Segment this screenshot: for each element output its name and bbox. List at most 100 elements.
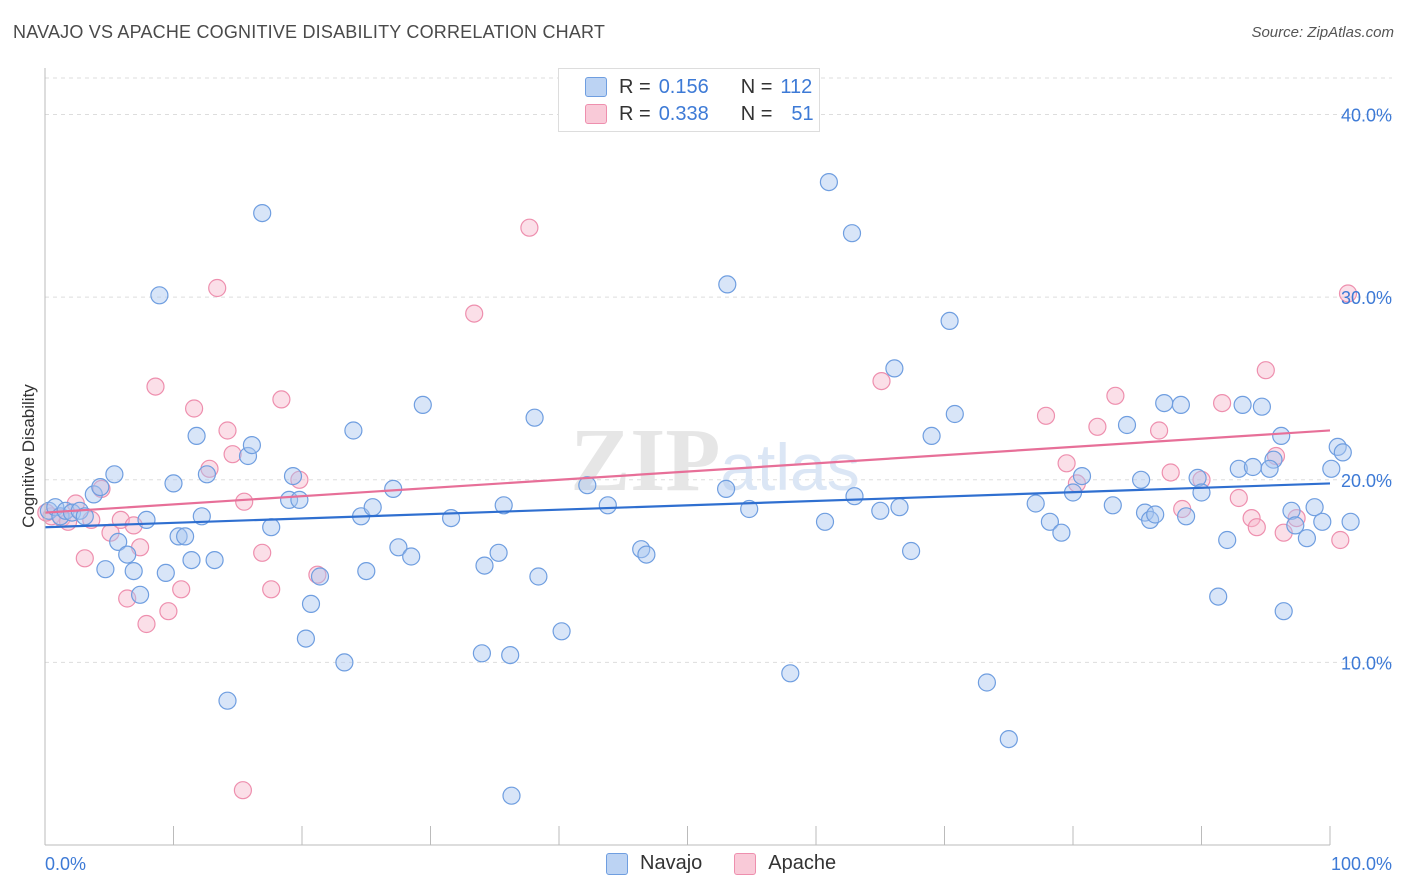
navajo-point [1103, 496, 1122, 515]
navajo-point [1026, 494, 1045, 513]
navajo-point [472, 644, 491, 663]
apache-point [465, 304, 484, 323]
apache-point [1338, 284, 1358, 303]
legend-row-apache: R = 0.338 N = 51 [585, 102, 814, 126]
navajo-point [118, 545, 137, 564]
navajo-point [1155, 394, 1174, 413]
y-tick-label: 10.0% [1341, 653, 1392, 673]
legend-r-value: 0.338 [658, 102, 709, 125]
navajo-point [1243, 457, 1263, 477]
navajo-point [922, 426, 941, 445]
navajo-point [176, 527, 195, 546]
navajo-point [197, 465, 216, 484]
apache-point [1331, 530, 1350, 550]
navajo-point [501, 645, 520, 665]
legend-r-label: R = [619, 75, 651, 98]
navajo-point [1286, 516, 1305, 535]
navajo-point [164, 474, 183, 493]
navajo-point [1264, 450, 1283, 469]
chart-title: NAVAJO VS APACHE COGNITIVE DISABILITY CO… [13, 22, 606, 42]
apache-point [253, 543, 272, 562]
apache-point [1161, 463, 1180, 482]
apache-point [75, 549, 94, 568]
navajo-point [156, 563, 175, 583]
apache-swatch [734, 852, 757, 875]
navajo-point [502, 786, 521, 805]
apache-swatch [585, 104, 607, 124]
navajo-point [740, 499, 759, 519]
apache-point [1057, 454, 1076, 473]
navajo-point [1333, 443, 1352, 462]
navajo-point [1188, 468, 1207, 487]
apache-point [308, 565, 327, 584]
y-tick-label: 30.0% [1341, 288, 1392, 308]
navajo-point [96, 560, 115, 579]
navajo-point [1341, 512, 1360, 531]
navajo-point [262, 518, 281, 537]
legend-row-navajo: R = 0.156 N = 112 [585, 75, 812, 99]
navajo-point [1328, 437, 1347, 456]
y-axis-label: Cognitive Disability [19, 384, 38, 528]
watermark: ZIPatlas [570, 411, 859, 510]
navajo-point [124, 561, 143, 581]
grid-layer [45, 77, 1392, 663]
navajo-point [475, 556, 494, 575]
navajo-point [296, 629, 315, 648]
navajo-point [940, 311, 959, 330]
navajo-point [1209, 587, 1228, 606]
navajo-point [1131, 470, 1151, 489]
legend-box: R = 0.156 N = 112 R = 0.338 N = 51 [558, 68, 820, 132]
navajo-point [1176, 507, 1196, 526]
legend-n-value: 51 [791, 102, 814, 125]
navajo-point [290, 490, 309, 509]
y-tick-label: 40.0% [1341, 106, 1392, 126]
navajo-point [413, 395, 432, 414]
apache-point [159, 602, 178, 621]
navajo-point [344, 421, 363, 440]
navajo-point [182, 550, 201, 570]
navajo-point [131, 585, 150, 604]
apache-point [1256, 361, 1275, 380]
bottom-legend-label: Navajo [640, 852, 703, 874]
navajo-point [1052, 523, 1071, 542]
navajo-point [1260, 459, 1279, 478]
navajo-point [205, 550, 224, 570]
navajo-point [357, 561, 376, 581]
axis-layer: 10.0% 20.0% 30.0% 40.0% 0.0% 100.0% [44, 68, 1392, 874]
navajo-point [1117, 415, 1137, 435]
apache-point [172, 580, 191, 599]
navajo-point [238, 446, 258, 466]
navajo-point [389, 538, 408, 557]
apache-point [520, 218, 539, 237]
navajo-point [632, 540, 651, 559]
navajo-point [1233, 395, 1252, 414]
navajo-point [489, 543, 508, 562]
legend-n-label: N = [740, 75, 773, 98]
navajo-point [637, 545, 656, 564]
navajo-point [335, 653, 354, 672]
apache-point [208, 278, 227, 298]
navajo-point [150, 286, 169, 305]
legend-n-label: N = [740, 102, 773, 125]
navajo-point [1229, 459, 1248, 478]
navajo-point [1072, 467, 1092, 486]
trend-layer [44, 429, 1331, 529]
navajo-swatch [585, 77, 607, 97]
navajo-point [977, 673, 997, 692]
apache-point [185, 399, 204, 418]
navajo-point [598, 496, 617, 515]
navajo-point [310, 567, 330, 586]
navajo-point [552, 622, 571, 641]
navajo-point [1252, 397, 1272, 416]
navajo-point [109, 532, 128, 552]
apache-point [1036, 406, 1056, 425]
navajo-point [105, 465, 124, 484]
navajo-point [1040, 512, 1060, 531]
apache-point [137, 614, 156, 634]
legend-r-value: 0.156 [658, 75, 709, 98]
navajo-point [242, 436, 261, 455]
apache-point [146, 377, 165, 396]
navajo-trend-line [44, 482, 1331, 529]
navajo-point [999, 729, 1018, 749]
apache-point [272, 390, 291, 409]
